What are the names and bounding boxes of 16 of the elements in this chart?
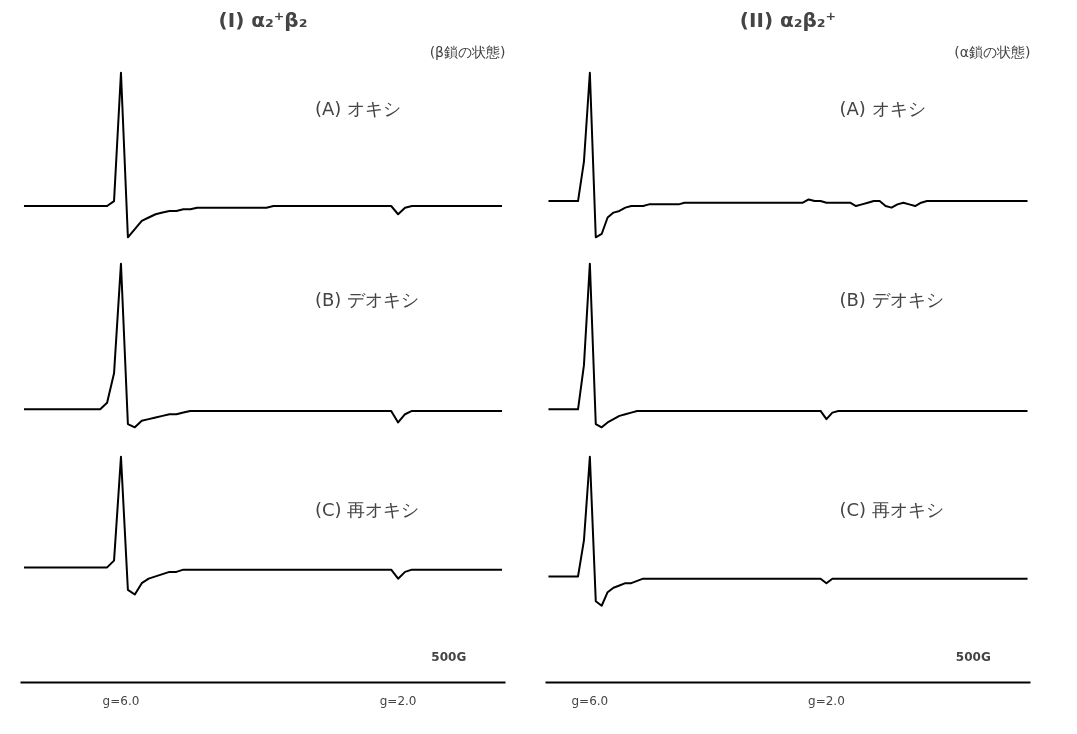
chart-title: (I) α₂⁺β₂ (218, 7, 308, 32)
chart-subtitle: (α鎖の状態) (954, 43, 1031, 60)
annotation: (A) オキシ (314, 97, 402, 119)
annotation: (C) 再オキシ (839, 498, 944, 520)
annotation: 500G (955, 650, 991, 665)
annotation: (B) デオキシ (314, 288, 420, 310)
annotation: (C) 再オキシ (314, 498, 420, 520)
annotation: (A) オキシ (839, 97, 926, 119)
annotation: 500G (431, 650, 467, 665)
x-tick-label: g=2.0 (379, 693, 417, 708)
x-tick-label: g=6.0 (102, 693, 140, 708)
annotation: (B) デオキシ (839, 288, 944, 310)
x-tick-label: g=6.0 (571, 693, 609, 708)
x-tick-label: g=2.0 (808, 693, 845, 708)
chart-title: (II) α₂β₂⁺ (739, 7, 837, 32)
chart-subtitle: (β鎖の状態) (429, 43, 506, 60)
